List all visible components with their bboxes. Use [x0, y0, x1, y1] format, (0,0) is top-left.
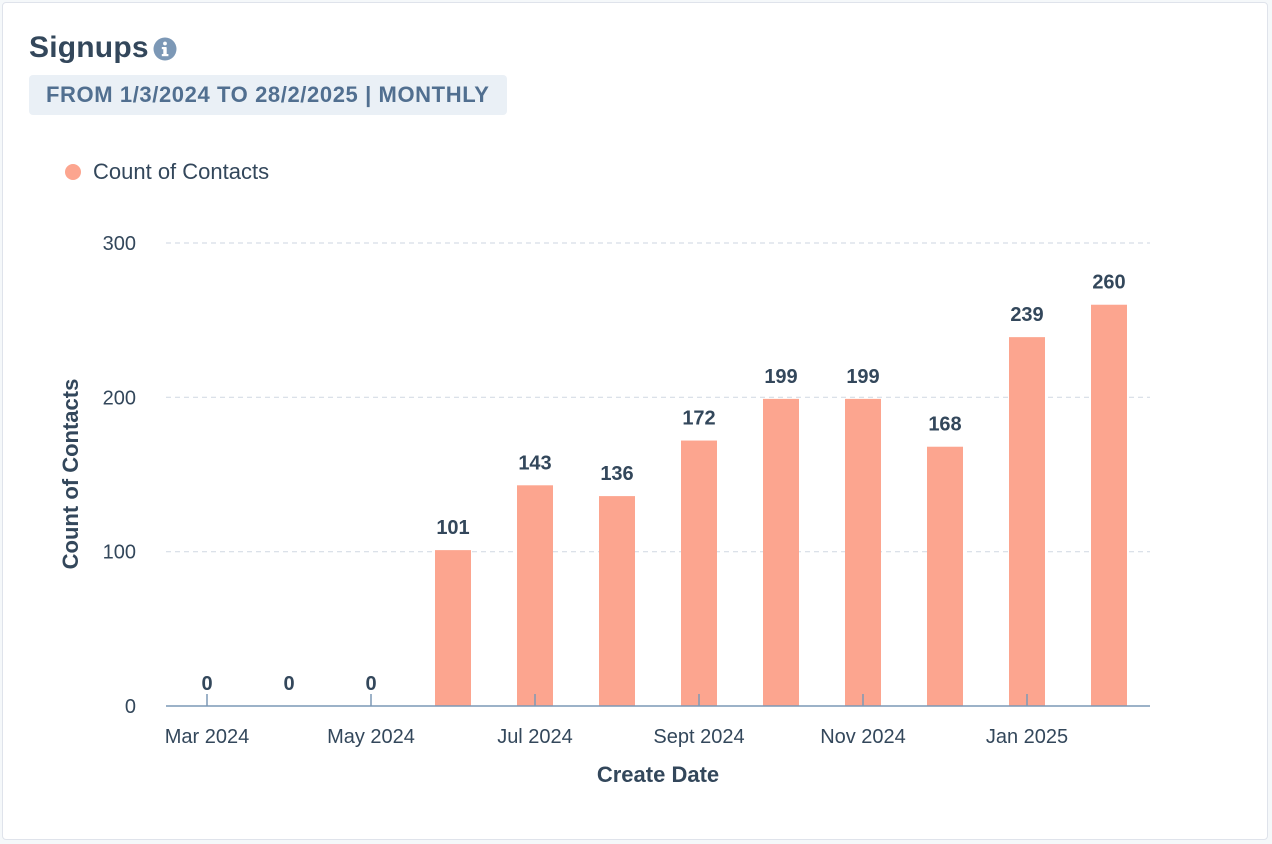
- y-tick-label: 0: [125, 696, 136, 718]
- data-label: 136: [600, 463, 633, 485]
- y-axis-ticks: 0 100 200 300: [103, 233, 136, 718]
- data-label: 143: [518, 452, 551, 474]
- x-tick-label: Nov 2024: [820, 726, 906, 748]
- y-axis-title: Count of Contacts: [58, 379, 83, 570]
- data-label: 0: [365, 673, 376, 695]
- x-tick-label: Jul 2024: [497, 726, 573, 748]
- data-labels: 0 0 0 101 143 136 172 199 199 168 239 260: [201, 272, 1125, 695]
- bar-feb-2025[interactable]: [1091, 304, 1127, 706]
- legend-label: Count of Contacts: [93, 159, 270, 184]
- bar-aug-2024[interactable]: [599, 496, 635, 706]
- data-label: 199: [764, 366, 797, 388]
- x-tick-label: Mar 2024: [165, 726, 250, 748]
- x-tick-label: Jan 2025: [986, 726, 1068, 748]
- x-tick-label: Sept 2024: [653, 726, 744, 748]
- info-icon[interactable]: [153, 37, 177, 61]
- gridlines: [166, 242, 1150, 553]
- data-label: 239: [1010, 304, 1043, 326]
- date-range-badge: FROM 1/3/2024 TO 28/2/2025 | MONTHLY: [29, 75, 507, 115]
- bar-dec-2024[interactable]: [927, 446, 963, 706]
- data-label: 0: [201, 673, 212, 695]
- legend-swatch: [65, 164, 81, 180]
- bar-jan-2025[interactable]: [1009, 337, 1045, 706]
- data-label: 199: [846, 366, 879, 388]
- y-tick-label: 100: [103, 542, 136, 564]
- bars: [435, 304, 1127, 706]
- chart-legend[interactable]: Count of Contacts: [65, 159, 269, 185]
- data-label: 101: [436, 517, 469, 539]
- report-title: Signups: [29, 31, 149, 64]
- title-row: Signups: [29, 31, 177, 65]
- bar-sept-2024[interactable]: [681, 440, 717, 706]
- y-tick-label: 300: [103, 233, 136, 255]
- x-tick-label: May 2024: [327, 726, 415, 748]
- x-axis-ticks: Mar 2024 May 2024 Jul 2024 Sept 2024 Nov 202…: [165, 694, 1068, 748]
- data-label: 172: [682, 408, 715, 430]
- data-label: 0: [283, 673, 294, 695]
- bar-jul-2024[interactable]: [517, 485, 553, 706]
- bar-jun-2024[interactable]: [435, 550, 471, 706]
- bar-nov-2024[interactable]: [845, 398, 881, 706]
- data-label: 260: [1092, 272, 1125, 294]
- bar-oct-2024[interactable]: [763, 398, 799, 706]
- x-axis-title: Create Date: [597, 762, 719, 787]
- data-label: 168: [928, 414, 961, 436]
- y-tick-label: 200: [103, 387, 136, 409]
